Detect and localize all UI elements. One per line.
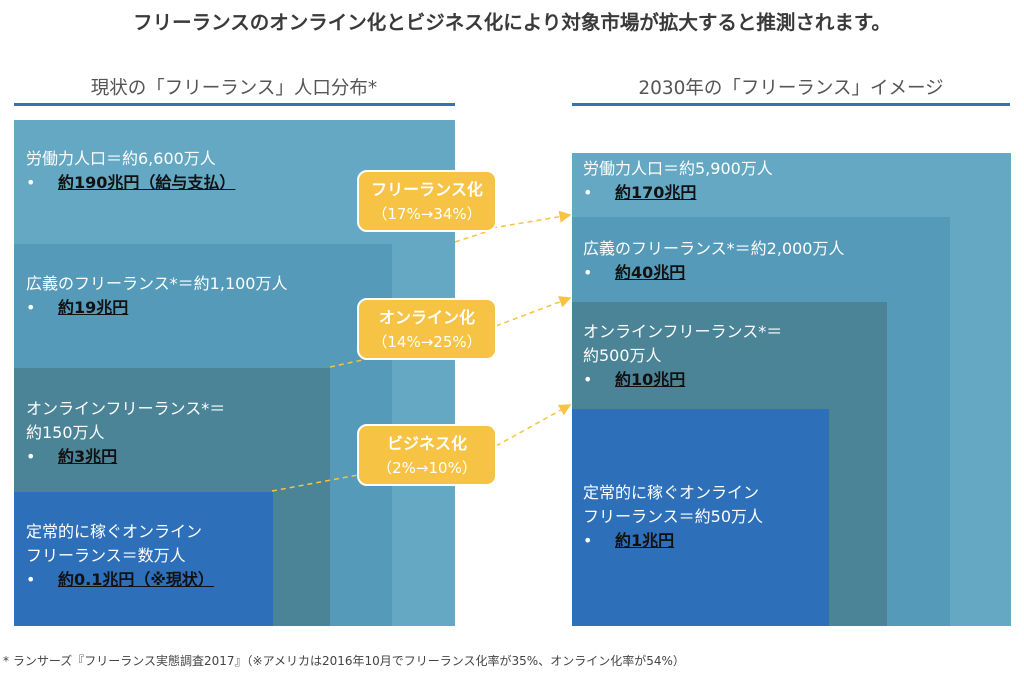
left-panel-heading: 現状の「フリーランス」人口分布*: [90, 78, 378, 99]
right-layer4-label-2: フリーランス＝約50万人: [583, 507, 764, 526]
right-layer2-value: 約40兆円: [615, 263, 686, 282]
left-layer4-label-2: フリーランス＝数万人: [26, 546, 186, 565]
callout-freelance-label: フリーランス化: [371, 180, 483, 199]
left-layer1-text: 労働力人口＝約6,600万人 • 約190兆円（給与支払）: [26, 147, 235, 195]
left-layer1-value: 約190兆円（給与支払）: [58, 173, 236, 192]
bullet-marker: •: [583, 183, 593, 202]
callout-business-label: ビジネス化: [386, 434, 467, 453]
left-layer2-value: 約19兆円: [58, 298, 129, 317]
left-layer1-label: 労働力人口＝約6,600万人: [26, 149, 216, 168]
bullet-marker: •: [26, 570, 36, 589]
left-layer2-text: 広義のフリーランス*＝約1,100万人 • 約19兆円: [26, 272, 288, 320]
right-layer1-value: 約170兆円: [615, 183, 697, 202]
callout-business-shift: ビジネス化 （2%→10%）: [357, 424, 497, 486]
bullet-marker: •: [583, 531, 593, 550]
left-panel-underline: [14, 103, 455, 106]
connector-line-1-out: [491, 210, 572, 229]
right-layer4-value: 約1兆円: [615, 531, 675, 550]
right-layer4-text: 定常的に稼ぐオンライン フリーランス＝約50万人 • 約1兆円: [583, 481, 763, 553]
callout-freelance-change: （17%→34%）: [372, 205, 482, 223]
slide-title: フリーランスのオンライン化とビジネス化により対象市場が拡大すると推測されます。: [133, 11, 891, 34]
callout-online-shift: オンライン化 （14%→25%）: [357, 298, 497, 360]
right-panel-heading: 2030年の「フリーランス」イメージ: [638, 78, 944, 99]
left-layer4-value: 約0.1兆円（※現状）: [58, 570, 214, 589]
connector-line-3-out: [495, 404, 572, 447]
right-layer1-label: 労働力人口＝約5,900万人: [583, 159, 773, 178]
left-layer3-value: 約3兆円: [58, 447, 118, 466]
callout-business-change: （2%→10%）: [377, 459, 477, 477]
footnote: * ランサーズ『フリーランス実態調査2017』（※アメリカは2016年10月でフ…: [3, 654, 685, 668]
right-layer-regular-earners: [572, 409, 829, 626]
connector-line-2-out: [495, 296, 572, 327]
right-layer4-label: 定常的に稼ぐオンライン: [583, 483, 760, 502]
right-layer3-label: オンラインフリーランス*＝: [583, 322, 783, 341]
right-layer2-text: 広義のフリーランス*＝約2,000万人 • 約40兆円: [583, 237, 845, 285]
right-layer3-label-2: 約500万人: [583, 346, 662, 365]
left-layer4-text: 定常的に稼ぐオンライン フリーランス＝数万人 • 約0.1兆円（※現状）: [26, 520, 214, 592]
connector-line-1-in: [454, 229, 493, 243]
bullet-marker: •: [583, 370, 593, 389]
left-layer3-label: オンラインフリーランス*＝: [26, 399, 226, 418]
left-layer-regular-earners: [14, 492, 273, 626]
callout-freelance-shift: フリーランス化 （17%→34%）: [357, 170, 497, 232]
left-layer4-label: 定常的に稼ぐオンライン: [26, 522, 203, 541]
right-layer2-label: 広義のフリーランス*＝約2,000万人: [583, 239, 845, 258]
left-layer3-text: オンラインフリーランス*＝ 約150万人 • 約3兆円: [26, 397, 225, 469]
bullet-marker: •: [26, 447, 36, 466]
right-layer3-text: オンラインフリーランス*＝ 約500万人 • 約10兆円: [583, 320, 782, 392]
left-layer2-label: 広義のフリーランス*＝約1,100万人: [26, 274, 288, 293]
left-layer3-label-2: 約150万人: [26, 423, 105, 442]
right-layer3-value: 約10兆円: [615, 370, 686, 389]
callout-online-label: オンライン化: [378, 308, 475, 327]
callout-online-change: （14%→25%）: [372, 333, 482, 351]
right-layer1-text: 労働力人口＝約5,900万人 • 約170兆円: [583, 157, 773, 205]
bullet-marker: •: [26, 298, 36, 317]
right-panel-underline: [572, 103, 1010, 106]
bullet-marker: •: [26, 173, 36, 192]
bullet-marker: •: [583, 263, 593, 282]
